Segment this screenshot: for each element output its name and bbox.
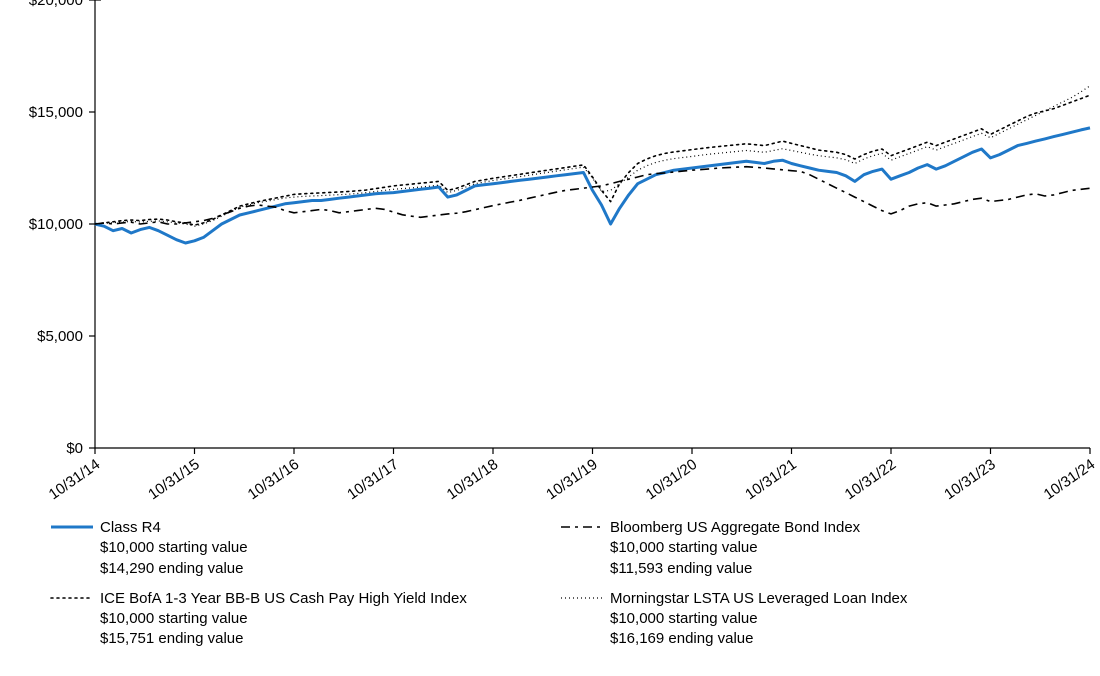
x-axis-tick-label: 10/31/21 (742, 456, 800, 503)
legend-title: Morningstar LSTA US Leveraged Loan Index (610, 589, 907, 609)
y-axis-tick-label: $20,000 (29, 0, 83, 9)
y-axis-tick-label: $0 (66, 440, 83, 457)
legend-text: ICE BofA 1-3 Year BB-B US Cash Pay High … (100, 589, 467, 650)
legend-subline: $10,000 starting value (100, 538, 248, 558)
legend-title: Bloomberg US Aggregate Bond Index (610, 518, 860, 538)
series-class_r4 (95, 128, 1090, 243)
x-axis-tick-label: 10/31/19 (543, 456, 601, 503)
y-axis-tick-label: $5,000 (37, 328, 83, 345)
legend-subline: $15,751 ending value (100, 629, 467, 649)
growth-chart: $0 $5,000 $10,000 $15,000 $20,000 10/31/14 10/… (0, 0, 1100, 676)
legend-subline: $11,593 ending value (610, 559, 860, 579)
legend-subline: $14,290 ending value (100, 559, 248, 579)
y-axis-tick-label: $10,000 (29, 216, 83, 233)
legend-subline: $10,000 starting value (100, 609, 467, 629)
legend-swatch (560, 589, 604, 607)
legend-text: Morningstar LSTA US Leveraged Loan Index… (610, 589, 907, 650)
x-axis-tick-label: 10/31/22 (842, 456, 900, 503)
legend-swatch (560, 518, 604, 536)
x-axis-tick-label: 10/31/17 (344, 456, 402, 503)
y-axis-tick-label: $15,000 (29, 104, 83, 121)
x-axis-tick-label: 10/31/16 (245, 456, 303, 503)
legend-left-column: Class R4$10,000 starting value$14,290 en… (50, 518, 520, 660)
legend-title: ICE BofA 1-3 Year BB-B US Cash Pay High … (100, 589, 467, 609)
legend-entry-morningstar: Morningstar LSTA US Leveraged Loan Index… (560, 589, 1080, 650)
legend-text: Bloomberg US Aggregate Bond Index$10,000… (610, 518, 860, 579)
legend-right-column: Bloomberg US Aggregate Bond Index$10,000… (560, 518, 1080, 660)
legend-entry-bloomberg: Bloomberg US Aggregate Bond Index$10,000… (560, 518, 1080, 579)
x-axis-tick-label: 10/31/24 (1041, 456, 1099, 503)
legend-text: Class R4$10,000 starting value$14,290 en… (100, 518, 248, 579)
legend-title: Class R4 (100, 518, 248, 538)
x-axis-tick-label: 10/31/23 (941, 456, 999, 503)
series-morningstar (95, 86, 1090, 226)
legend-subline: $16,169 ending value (610, 629, 907, 649)
legend-swatch (50, 589, 94, 607)
series-ice_bofa (95, 95, 1090, 225)
legend-swatch (50, 518, 94, 536)
legend-subline: $10,000 starting value (610, 609, 907, 629)
x-axis-tick-label: 10/31/20 (643, 456, 701, 503)
legend-subline: $10,000 starting value (610, 538, 860, 558)
x-axis-tick-label: 10/31/15 (145, 456, 203, 503)
legend-entry-ice_bofa: ICE BofA 1-3 Year BB-B US Cash Pay High … (50, 589, 520, 650)
legend-entry-class_r4: Class R4$10,000 starting value$14,290 en… (50, 518, 520, 579)
x-axis-tick-label: 10/31/14 (46, 456, 104, 503)
x-axis-tick-label: 10/31/18 (444, 456, 502, 503)
